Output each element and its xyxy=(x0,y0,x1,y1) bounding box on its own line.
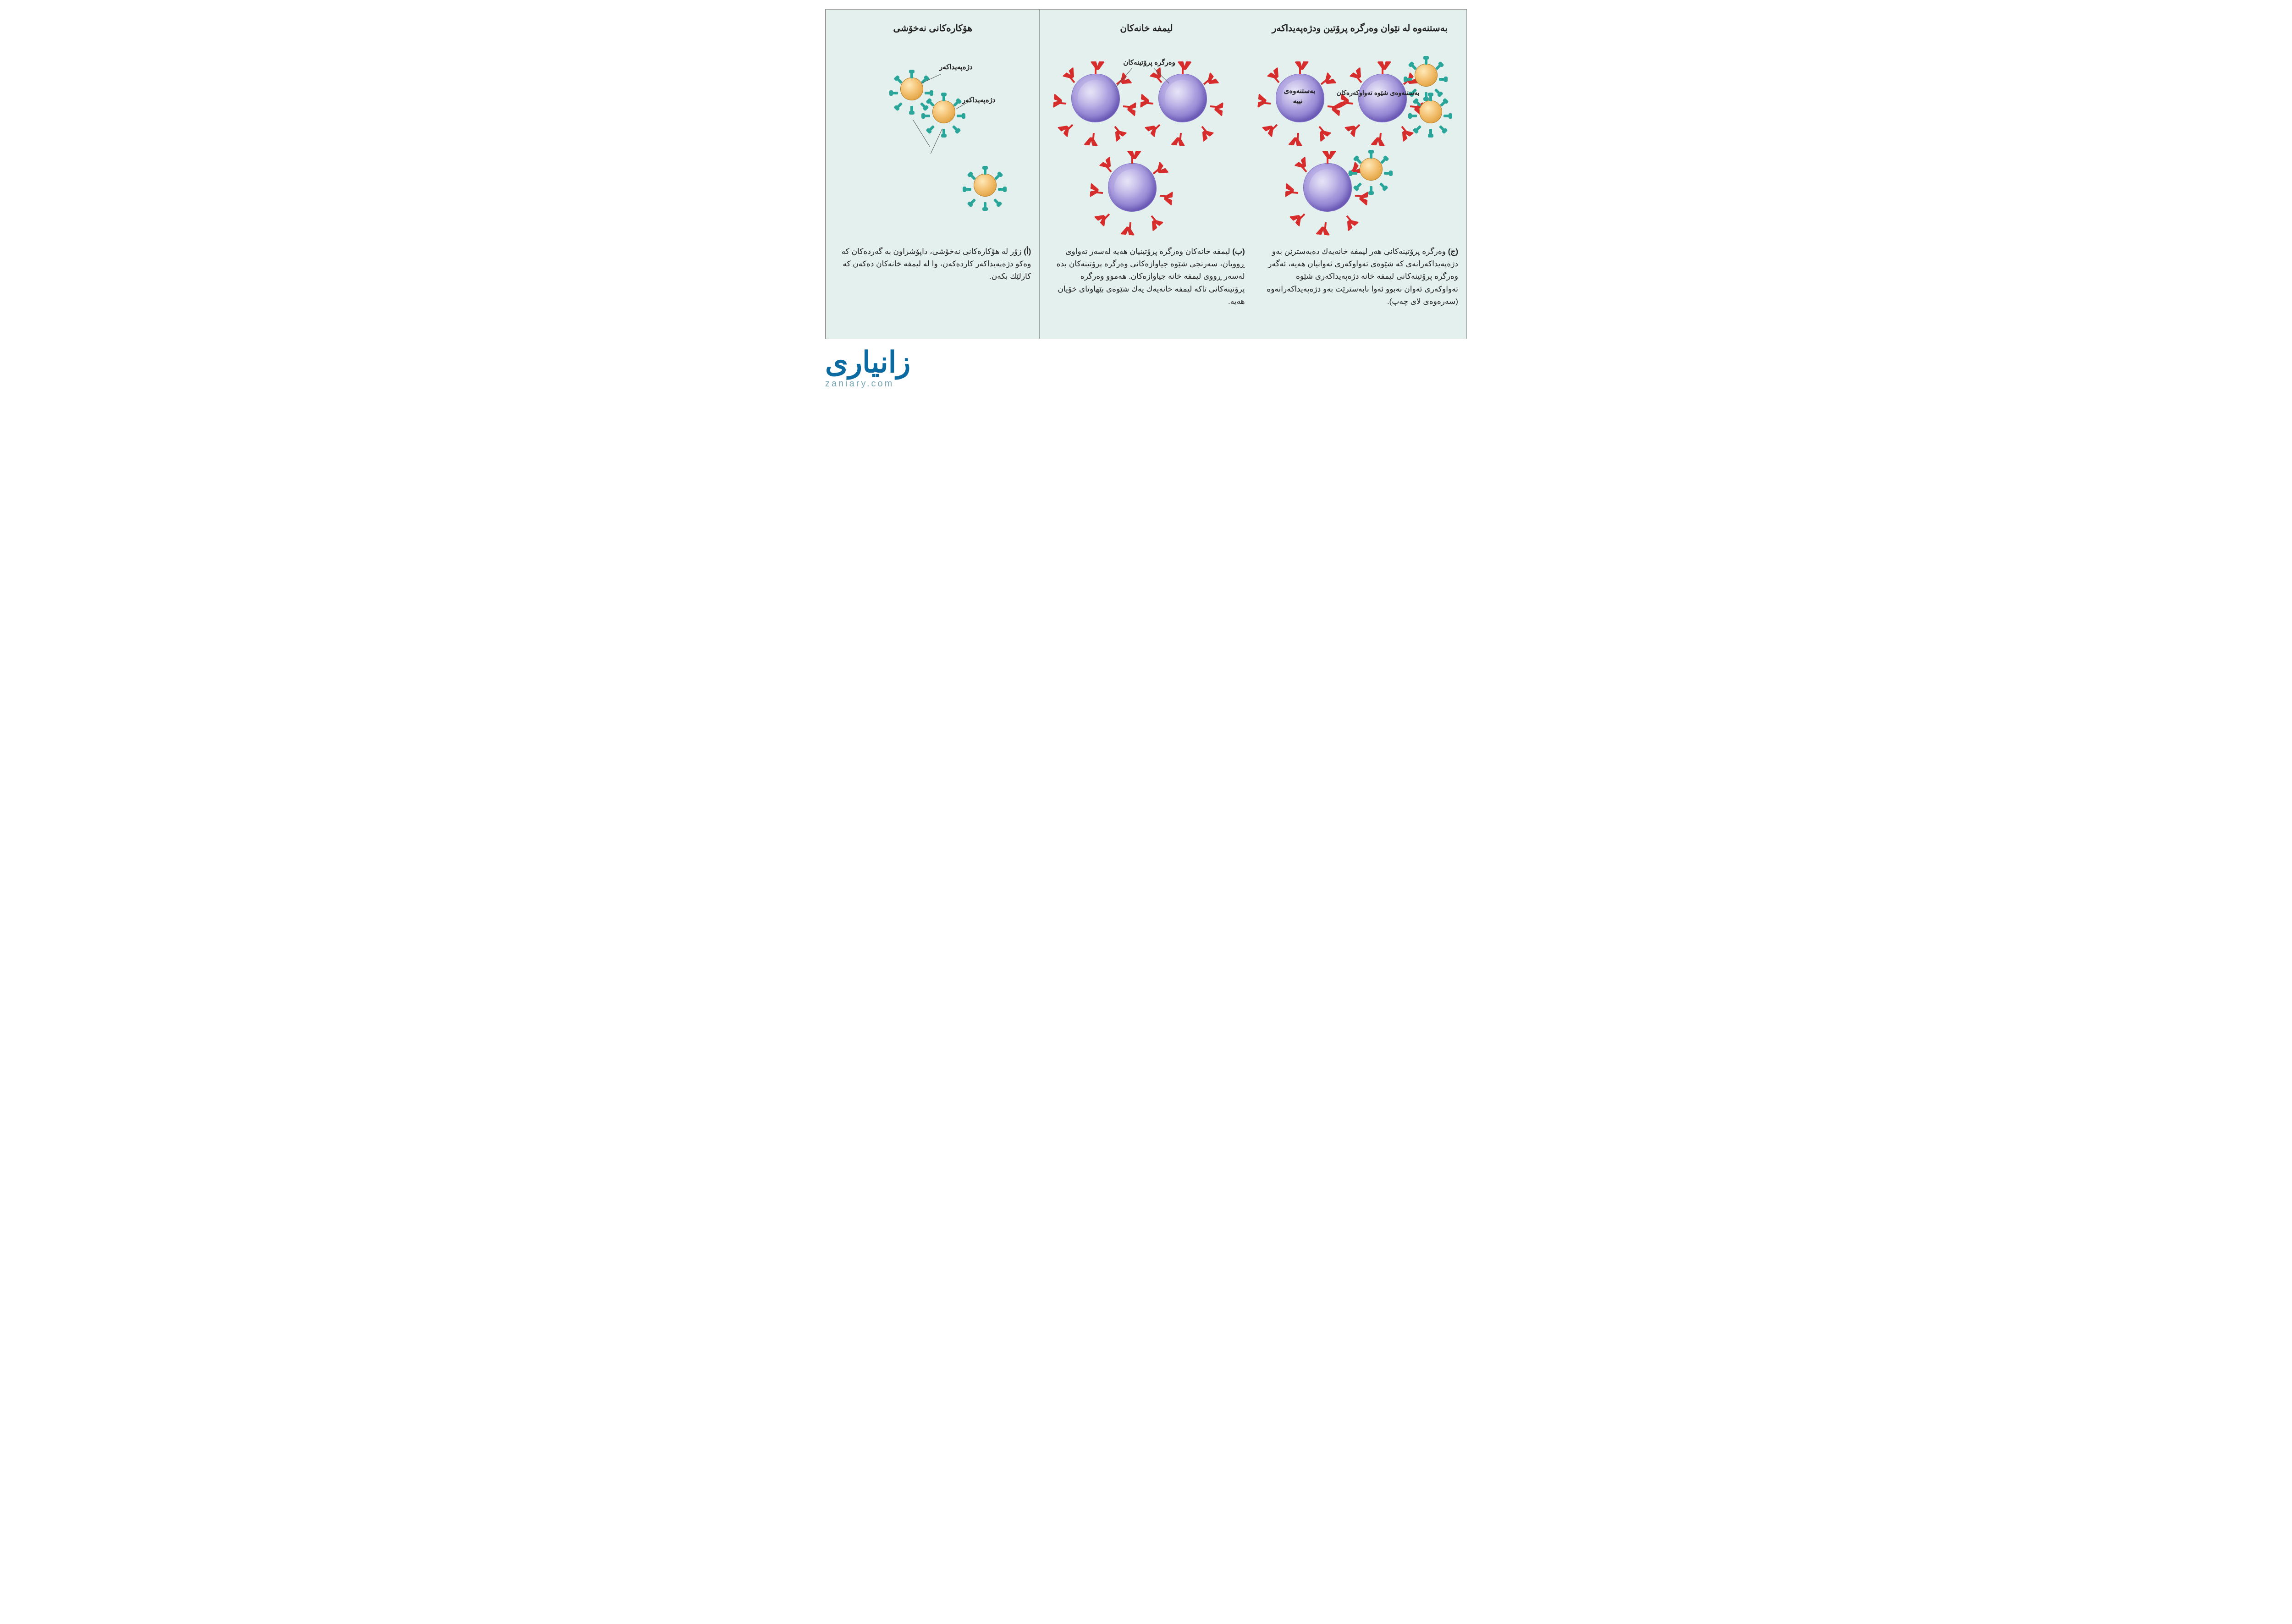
diagram-container: هۆكارەكانی نەخۆشی xyxy=(825,9,1467,339)
caption-text-c: وەرگرە پرۆتینەکانی هەر لیمفە خانەیەك دەب… xyxy=(1267,247,1458,306)
caption-text-a: زۆر لە هۆکارەکانی نەخۆشی، داپۆشراون بە گ… xyxy=(842,247,1031,281)
panel-title-lymphocytes: لیمفە خانەکان xyxy=(1045,15,1247,41)
label-match: بەستنەوەی شێوە تەواوکەرەکان xyxy=(1337,89,1420,97)
watermark: زانیاری zaniary.com xyxy=(825,347,1467,389)
pathogen-1 xyxy=(896,73,928,105)
panel-body-binding: بەستنەوەی نییە xyxy=(1259,41,1461,242)
panel-pathogens: هۆكارەكانی نەخۆشی xyxy=(826,10,1039,339)
panel-body-pathogens: دژەپەیداکەر دژەپەیداکەر xyxy=(832,41,1034,242)
pathogen-lower-bind xyxy=(1355,153,1387,185)
lymphocyte-bind xyxy=(1350,66,1415,130)
panel-body-lymphocytes: وەرگرە پرۆتینەکان xyxy=(1045,41,1247,242)
pathogen-3 xyxy=(969,169,1001,201)
label-nobind-bottom: نییە xyxy=(1293,97,1303,105)
pathogen-2 xyxy=(928,96,960,128)
label-receptor: وەرگرە پرۆتینەکان xyxy=(1123,58,1175,66)
panel-caption-binding: (ج) وەرگرە پرۆتینەکانی هەر لیمفە خانەیەك… xyxy=(1259,242,1461,333)
label-nobind-top: بەستنەوەی xyxy=(1284,87,1316,95)
lymphocyte-variant xyxy=(1151,66,1215,130)
panel-lymphocytes: لیمفە خانەکان xyxy=(1039,10,1253,339)
caption-text-b: لیمفە خانەکان وەرگرە پرۆتینیان هەیە لەسە… xyxy=(1057,247,1245,306)
lymphocyte-lower xyxy=(1100,155,1164,220)
panel-title-binding: بەستنەوە لە نێوان وەرگرە پرۆتین ودژەپەید… xyxy=(1259,15,1461,41)
label-antigen-1: دژەپەیداکەر xyxy=(939,63,973,71)
pathogen-bound-1 xyxy=(1410,59,1442,91)
panel-caption-lymphocytes: (ب) لیمفە خانەکان وەرگرە پرۆتینیان هەیە … xyxy=(1045,242,1247,333)
caption-marker-a: (أ) xyxy=(1024,247,1031,256)
panel-caption-pathogens: (أ) زۆر لە هۆکارەکانی نەخۆشی، داپۆشراون … xyxy=(832,242,1034,333)
caption-marker-c: (ج) xyxy=(1448,247,1458,256)
caption-marker-b: (ب) xyxy=(1232,247,1245,256)
watermark-logo: زانیاری xyxy=(825,347,1467,377)
lymphocyte-uniform xyxy=(1063,66,1128,130)
watermark-url: zaniary.com xyxy=(825,379,1467,389)
pathogen-bound-2 xyxy=(1415,96,1447,128)
leader-4 xyxy=(931,129,942,154)
panel-binding: بەستنەوە لە نێوان وەرگرە پرۆتین ودژەپەید… xyxy=(1253,10,1466,339)
lymphocyte-lower-bind xyxy=(1295,155,1360,220)
panel-title-pathogens: هۆكارەكانی نەخۆشی xyxy=(832,15,1034,41)
